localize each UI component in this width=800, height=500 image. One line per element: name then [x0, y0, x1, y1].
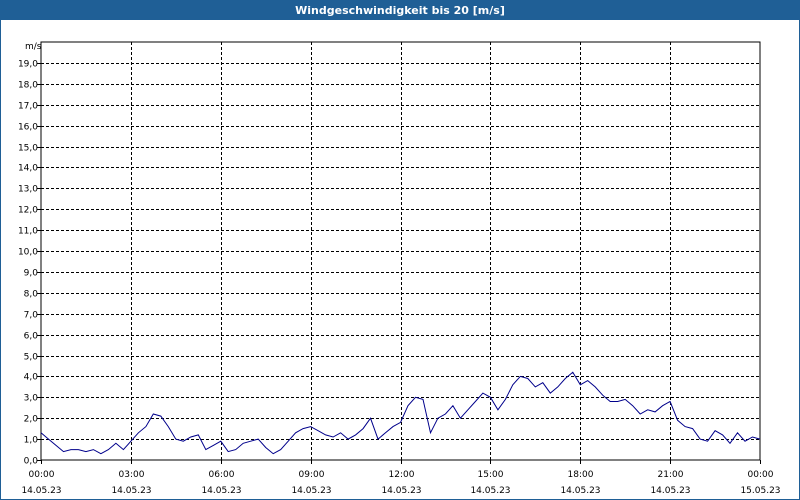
y-tick-label: 15,0	[18, 144, 38, 154]
y-tick-label: 12,0	[18, 206, 38, 216]
y-tick-label: 16,0	[18, 123, 38, 133]
y-tick-label: 8,0	[24, 290, 39, 300]
x-tick-label-date: 15.05.23	[740, 486, 780, 496]
x-tick-label-date: 14.05.23	[470, 486, 510, 496]
y-tick-label: 13,0	[18, 185, 38, 195]
x-tick-label-time: 00:00	[29, 470, 55, 480]
chart-title: Windgeschwindigkeit bis 20 [m/s]	[1, 1, 799, 20]
grid	[41, 42, 760, 460]
y-tick-label: 4,0	[24, 373, 39, 383]
x-tick-label-date: 14.05.23	[381, 486, 421, 496]
y-tick-label: 11,0	[18, 227, 38, 237]
x-tick-label-time: 03:00	[119, 470, 145, 480]
x-tick-label-date: 14.05.23	[560, 486, 600, 496]
y-tick-label: 17,0	[18, 102, 38, 112]
x-tick-label-date: 14.05.23	[201, 486, 241, 496]
y-tick-label: 0,0	[24, 457, 39, 467]
x-tick-label-time: 12:00	[389, 470, 415, 480]
y-tick-label: 7,0	[24, 311, 39, 321]
x-tick-label-time: 18:00	[568, 470, 594, 480]
x-tick-label-time: 00:00	[748, 470, 774, 480]
x-tick-label-date: 14.05.23	[21, 486, 61, 496]
y-tick-label: 2,0	[24, 415, 39, 425]
y-tick-label: 3,0	[24, 394, 39, 404]
series-line-wind-speed	[40, 371, 761, 455]
y-tick-label: 6,0	[24, 332, 39, 342]
y-tick-label: 5,0	[24, 353, 39, 363]
y-tick-label: 18,0	[18, 81, 38, 91]
y-tick-label: 1,0	[24, 436, 39, 446]
x-tick-label-time: 06:00	[209, 470, 235, 480]
y-tick-label: 19,0	[18, 60, 38, 70]
y-tick-label: 10,0	[18, 248, 38, 258]
x-tick-label-date: 14.05.23	[111, 486, 151, 496]
x-tick-label-time: 15:00	[478, 470, 504, 480]
y-axis-unit-label: m/s	[25, 42, 42, 52]
x-tick-label-time: 21:00	[658, 470, 684, 480]
y-tick-label: 9,0	[24, 269, 39, 279]
x-tick-label-time: 09:00	[299, 470, 325, 480]
x-tick-label-date: 14.05.23	[291, 486, 331, 496]
y-tick-label: 14,0	[18, 164, 38, 174]
x-tick-label-date: 14.05.23	[650, 486, 690, 496]
x-axis-ticks: 00:00 14.05.23 03:00 14.05.23 06:00 14.05.23 0…	[21, 460, 781, 496]
y-axis-ticks: 0,0 1,0 2,0 3,0 4,0 5,0 6,0 7,0 8,0 9,0 10,0 11,0 12…	[18, 60, 41, 467]
